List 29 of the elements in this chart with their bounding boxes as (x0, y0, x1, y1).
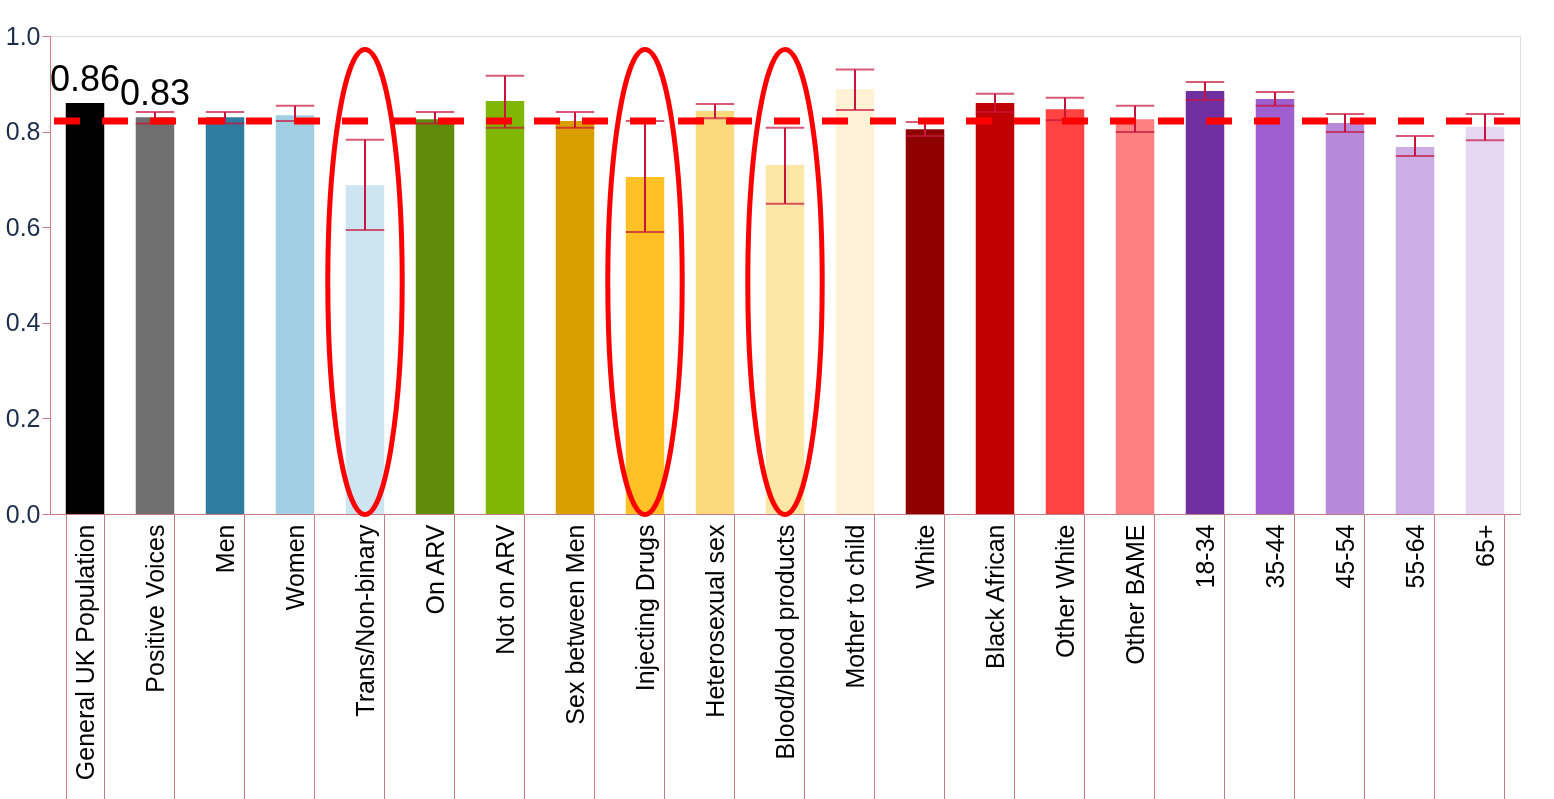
y-tick-label: 0.6 (5, 212, 41, 241)
x-tick-label: Black African (980, 524, 1009, 670)
y-tick-label: 0.4 (5, 308, 41, 337)
x-tick-label: 65+ (1470, 524, 1499, 567)
x-tick-label: White (910, 524, 939, 589)
x-tick-label: Injecting Drugs (630, 524, 659, 692)
x-tick-label: 18-34 (1190, 524, 1219, 589)
x-tick-label: On ARV (420, 524, 449, 615)
y-tick-label: 0.8 (5, 117, 41, 146)
x-tick-label: Trans/Non-binary (350, 524, 379, 717)
x-tick-label: Women (280, 524, 309, 611)
y-tick-label: 0.0 (5, 499, 41, 528)
x-tick-label: Positive Voices (140, 524, 169, 693)
x-tick-label: Sex between Men (560, 524, 589, 725)
x-tick-label: 45-54 (1330, 524, 1359, 589)
x-tick-label: Heterosexual sex (700, 524, 729, 718)
x-tick-label: General UK Population (70, 524, 99, 781)
x-tick-label: Blood/blood products (770, 524, 799, 760)
x-tick-label: 55-64 (1400, 524, 1429, 589)
x-tick-label: Men (210, 524, 239, 574)
data-label: 0.83 (119, 72, 191, 114)
x-tick-label: Other White (1050, 524, 1079, 658)
y-tick-label: 0.2 (5, 403, 41, 432)
y-tick-label: 1.0 (5, 21, 41, 50)
x-tick-label: Not on ARV (490, 524, 519, 655)
data-label: 0.86 (49, 57, 121, 99)
x-tick-label: Other BAME (1120, 524, 1149, 665)
x-tick-label: Mother to child (840, 524, 869, 689)
x-tick-label: 35-44 (1260, 524, 1289, 589)
